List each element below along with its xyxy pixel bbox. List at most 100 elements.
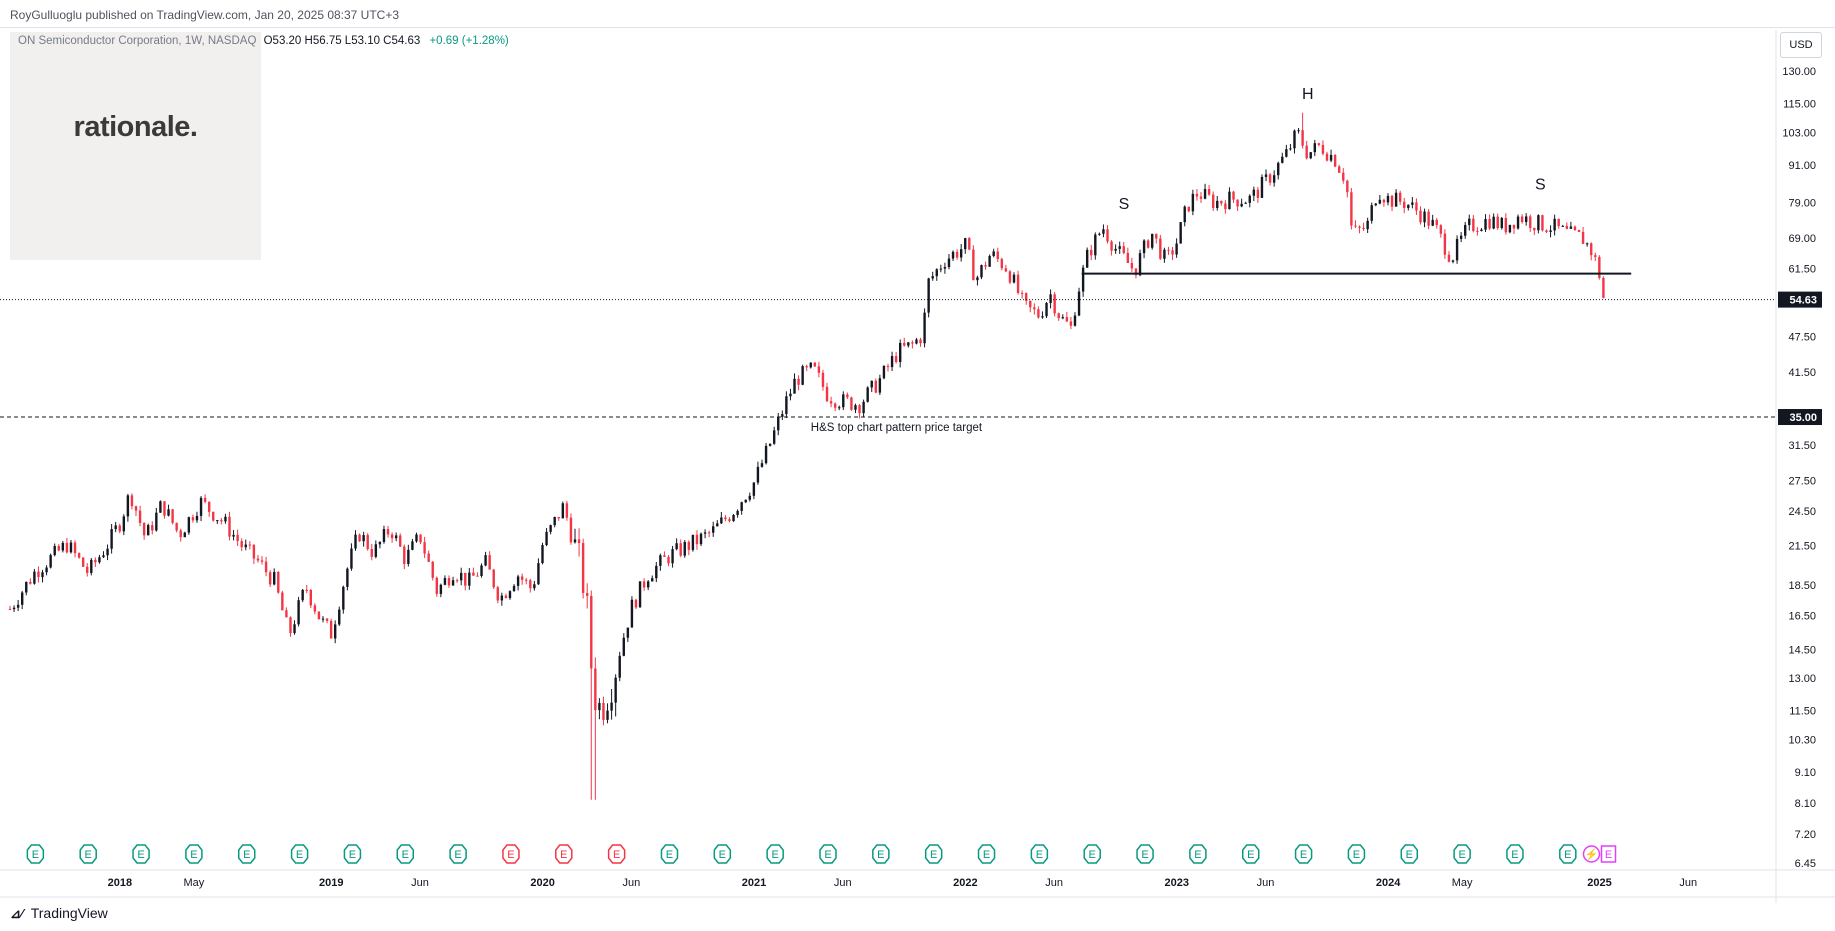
earnings-badge-shape [79, 844, 97, 864]
earnings-icon[interactable]: E [1189, 844, 1207, 864]
earnings-badge-shape [26, 844, 45, 864]
candle [789, 388, 792, 401]
candle-body [61, 542, 65, 551]
candle-body [1199, 196, 1203, 199]
candle-body [781, 414, 784, 417]
candle [1480, 227, 1483, 232]
candle-body [833, 403, 837, 408]
candle-body [687, 541, 691, 550]
candle [1163, 247, 1166, 263]
symbol-legend[interactable]: ON Semiconductor Corporation, 1W, NASDAQ… [18, 35, 509, 47]
candle-body [1346, 180, 1349, 193]
candle-body [1317, 143, 1321, 145]
earnings-icon[interactable]: E [185, 844, 203, 864]
candle-body [346, 568, 349, 587]
candle [175, 522, 178, 533]
candle-body [659, 555, 662, 566]
earnings-icon[interactable]: E [819, 844, 837, 864]
earnings-icon[interactable]: E [1136, 844, 1154, 864]
currency-button[interactable]: USD [1780, 32, 1822, 58]
earnings-icon[interactable]: E [132, 844, 150, 864]
earnings-letter: E [1247, 849, 1254, 861]
candle-body [984, 265, 987, 267]
earnings-icon[interactable]: E [872, 844, 890, 864]
price-target-label[interactable]: H&S top chart pattern price target [811, 422, 983, 434]
candle-body [1248, 195, 1251, 203]
last-price-label: 54.63 [1789, 295, 1817, 307]
earnings-events-row[interactable]: E E E E E E E E E E E E E E E E E E E E E E E E E E E E E E ⚡ E [26, 844, 1617, 864]
axes[interactable]: 130.00 115.00 103.00 91.00 79.00 69.00 61.50 47… [108, 66, 1822, 889]
watermark-logo-panel: rationale. [10, 32, 261, 260]
earnings-badge-shape [1559, 844, 1577, 864]
earnings-icon[interactable]: E [237, 844, 256, 864]
candle-body [191, 517, 195, 521]
earnings-letter: E [1564, 849, 1571, 861]
earnings-icon[interactable]: E [1083, 844, 1101, 864]
candle [817, 361, 821, 378]
earnings-icon[interactable]: E [1294, 844, 1313, 864]
candle-body [281, 592, 284, 611]
candle [1537, 214, 1540, 234]
earnings-icon[interactable]: E [449, 844, 467, 864]
earnings-icon[interactable]: E [290, 844, 309, 864]
price-tick-label: 61.50 [1788, 263, 1816, 275]
price-tick-label: 41.50 [1788, 367, 1816, 379]
earnings-icon[interactable]: E [502, 844, 520, 864]
candle-body [1484, 218, 1487, 230]
earnings-icon[interactable]: E [660, 844, 679, 864]
earnings-icon[interactable]: E [1241, 844, 1260, 864]
earnings-icon[interactable]: E [555, 844, 573, 864]
candle-body [1244, 202, 1247, 204]
candle [459, 567, 463, 586]
candle-body [679, 543, 682, 556]
candle-body [1191, 193, 1195, 212]
earnings-icon[interactable]: E [1347, 844, 1366, 864]
earnings-upcoming-icon[interactable]: ⚡ E [1582, 845, 1617, 863]
candle [1346, 179, 1349, 198]
candle [699, 532, 703, 547]
earnings-icon[interactable]: E [343, 844, 362, 864]
earnings-icon[interactable]: E [1559, 844, 1577, 864]
earnings-badge-shape [766, 844, 784, 864]
earnings-icon[interactable]: E [607, 844, 626, 864]
candle [207, 501, 211, 517]
earnings-icon[interactable]: E [1453, 844, 1471, 864]
candle [898, 339, 902, 368]
candle [1443, 229, 1447, 259]
tradingview-brand[interactable]: ⊿⁄ TradingView [10, 905, 108, 922]
candle-body [1195, 193, 1199, 197]
candle [756, 461, 760, 485]
candle-body [1069, 321, 1073, 326]
pattern-label-0[interactable]: S [1119, 196, 1130, 213]
earnings-icon[interactable]: E [1030, 844, 1049, 864]
candle [1195, 189, 1199, 201]
pattern-label-1[interactable]: H [1302, 86, 1314, 103]
candle-body [1354, 225, 1357, 227]
earnings-icon[interactable]: E [977, 844, 996, 864]
candle-body [1224, 203, 1227, 210]
earnings-icon[interactable]: E [79, 844, 97, 864]
candle [1520, 214, 1524, 224]
time-tick-label: May [1452, 877, 1473, 889]
drawings-layer[interactable]: S H S H&S top chart pattern price target [0, 86, 1776, 434]
earnings-icon[interactable]: E [1400, 844, 1419, 864]
candle [1260, 174, 1264, 199]
earnings-icon[interactable]: E [713, 844, 732, 864]
candle-body [557, 516, 560, 519]
candle-body [171, 509, 174, 523]
candle [1321, 140, 1325, 156]
earnings-badge-shape [185, 844, 203, 864]
earnings-icon[interactable]: E [924, 844, 943, 864]
candle [850, 396, 853, 411]
candle-body [878, 378, 882, 393]
pattern-label-2[interactable]: S [1535, 176, 1546, 193]
candle-body [415, 534, 418, 542]
candle [431, 560, 434, 581]
earnings-icon[interactable]: E [26, 844, 45, 864]
earnings-icon[interactable]: E [396, 844, 415, 864]
earnings-icon[interactable]: E [766, 844, 784, 864]
candle [179, 528, 182, 542]
earnings-icon[interactable]: E [1506, 844, 1524, 864]
